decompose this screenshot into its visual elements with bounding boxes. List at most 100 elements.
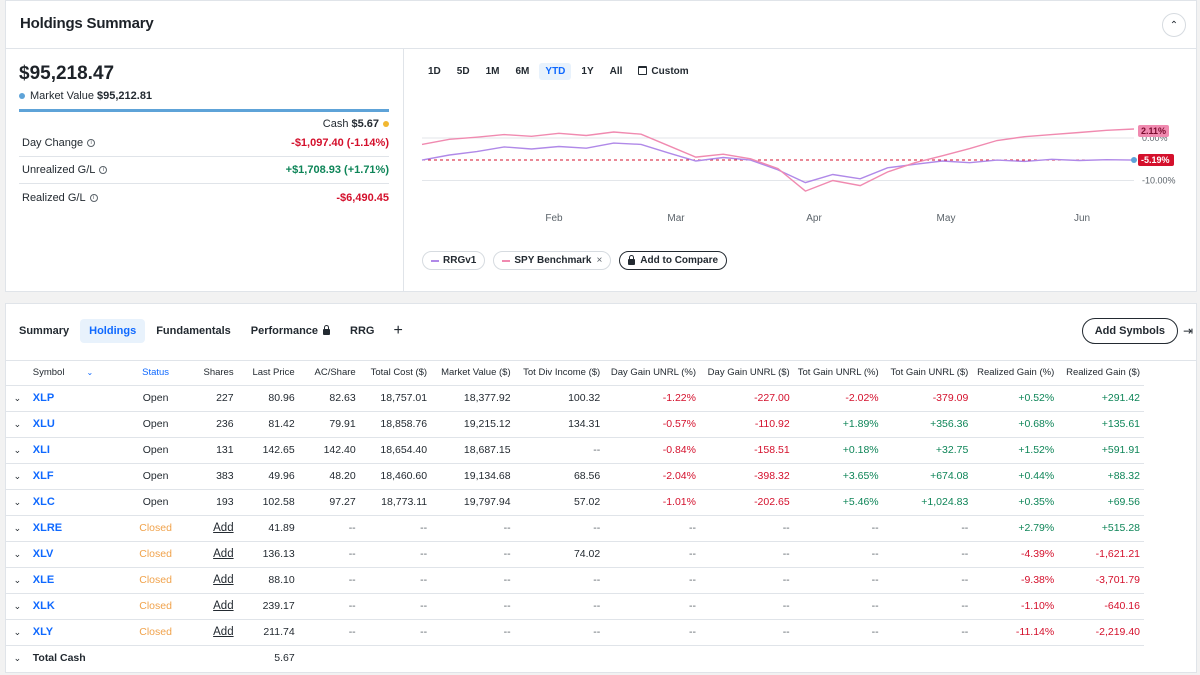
shares-cell: 236 [184,410,238,437]
add-to-compare-button[interactable]: Add to Compare [619,251,728,270]
cell-rgp: +0.52% [972,384,1059,411]
chart-canvas[interactable]: 0.00% -10.00% 2.11% -5.19% Feb Mar Apr May Jun [404,49,1199,249]
info-icon[interactable]: i [99,166,108,175]
cash-dot-icon [383,121,389,127]
total-cash-row[interactable]: ⌄ Total Cash 5.67 [6,644,1144,671]
allocation-bar [19,109,389,112]
col-status[interactable]: Status [142,367,170,379]
col-last-price[interactable]: Last Price [252,367,295,379]
col-symbol[interactable]: Symbol ⌄ [29,361,127,385]
info-icon[interactable]: i [87,139,96,148]
col-realized-usd[interactable]: Realized Gain ($) [1066,367,1140,379]
cell-dgd: -- [700,618,794,645]
tab-holdings[interactable]: Holdings [80,319,146,343]
range-5d[interactable]: 5D [456,66,470,77]
range-selector: 1D 5D 1M 6M YTD 1Y All Custom [422,63,695,80]
col-total-cost[interactable]: Total Cost ($) [370,367,428,379]
table-row[interactable]: ⌄ XLRE Closed Add 41.89 -- -- -- -- -- -- -- -- +2.79… [6,514,1144,541]
legend-rrg-chip[interactable]: RRGv1 [422,251,486,270]
add-shares-link[interactable]: Add [213,548,234,560]
shares-cell: 193 [184,488,238,515]
symbol-link[interactable]: XLY [28,618,127,645]
realized-gl-value: -$6,490.45 [336,191,389,204]
symbol-link[interactable]: XLI [28,436,127,463]
col-tot-gain-usd[interactable]: Tot Gain UNRL ($) [890,367,969,379]
cell-mv: 18,687.15 [431,436,515,463]
cell-ac: -- [298,592,360,619]
tab-rrg[interactable]: RRG [350,325,375,337]
range-6m[interactable]: 6M [515,66,530,77]
table-header-row: Symbol ⌄ Status Shares Last Price AC/Shar… [6,361,1144,385]
status-cell: Closed [126,540,185,567]
row-expand-chevron-icon[interactable]: ⌄ [6,514,29,541]
row-expand-chevron-icon[interactable]: ⌄ [6,566,29,593]
row-expand-chevron-icon[interactable]: ⌄ [6,618,29,645]
range-1m[interactable]: 1M [485,66,500,77]
table-row[interactable]: ⌄ XLK Closed Add 239.17 -- -- -- -- -- -- -- -- -1.10… [6,592,1144,619]
row-expand-chevron-icon[interactable]: ⌄ [6,644,29,671]
range-1d[interactable]: 1D [428,66,441,77]
table-row[interactable]: ⌄ XLY Closed Add 211.74 -- -- -- -- -- -- -- -- -11.1… [6,618,1144,645]
symbol-link[interactable]: XLF [28,462,127,489]
symbol-link[interactable]: XLRE [28,514,127,541]
col-div-income[interactable]: Tot Div Income ($) [523,367,601,379]
row-expand-chevron-icon[interactable]: ⌄ [6,462,29,489]
legend-spy-chip[interactable]: SPY Benchmark × [493,251,612,270]
range-all[interactable]: All [609,66,623,77]
symbol-link[interactable]: XLE [28,566,127,593]
info-icon[interactable]: i [89,193,98,202]
table-row[interactable]: ⌄ XLU Open 236 81.42 79.91 18,858.76 19,215.12 1… [6,410,1144,437]
row-expand-chevron-icon[interactable]: ⌄ [6,592,29,619]
row-expand-chevron-icon[interactable]: ⌄ [6,436,29,463]
range-custom[interactable]: Custom [632,63,694,80]
symbol-link[interactable]: XLC [28,488,127,515]
cell-last: 102.58 [237,488,299,515]
range-ytd[interactable]: YTD [539,63,572,80]
series-line-rrgv1 [421,142,1135,184]
collapse-button[interactable]: ⌃ [1162,13,1186,37]
cell-tgd: -- [882,618,973,645]
card-header: Holdings Summary ⌃ [6,1,1196,49]
col-market-value[interactable]: Market Value ($) [441,367,511,379]
table-row[interactable]: ⌄ XLI Open 131 142.65 142.40 18,654.40 18,687.1… [6,436,1144,463]
col-ac-share[interactable]: AC/Share [314,367,356,379]
table-row[interactable]: ⌄ XLP Open 227 80.96 82.63 18,757.01 18,377.92 1… [6,384,1144,411]
add-view-button[interactable]: + [393,322,403,339]
table-row[interactable]: ⌄ XLF Open 383 49.96 48.20 18,460.60 19,134.68 6… [6,462,1144,489]
sort-chevron-icon[interactable]: ⌄ [86,368,94,378]
compress-columns-icon[interactable]: ⇥ [1182,324,1193,338]
row-label: Realized G/L [22,191,86,204]
col-shares[interactable]: Shares [203,367,234,379]
cell-dgd: -227.00 [700,384,794,411]
add-shares-link[interactable]: Add [213,600,234,612]
remove-spy-icon[interactable]: × [596,255,603,266]
add-symbols-button[interactable]: Add Symbols [1081,318,1178,344]
symbol-link[interactable]: XLV [28,540,127,567]
table-row[interactable]: ⌄ XLC Open 193 102.58 97.27 18,773.11 19,797.94… [6,488,1144,515]
table-row[interactable]: ⌄ XLV Closed Add 136.13 -- -- -- 74.02 -- -- -- -- -4… [6,540,1144,567]
range-1y[interactable]: 1Y [581,66,594,77]
end-label-rrgv1-bg [1138,154,1174,167]
tab-performance[interactable]: Performance [242,319,339,343]
add-shares-link[interactable]: Add [213,574,234,586]
tab-fundamentals[interactable]: Fundamentals [156,325,231,337]
symbol-link[interactable]: XLK [28,592,127,619]
row-expand-chevron-icon[interactable]: ⌄ [6,410,29,437]
cell-tgd: -379.09 [882,384,973,411]
cell-cost: 18,773.11 [359,488,432,515]
col-day-gain-pct[interactable]: Day Gain UNRL (%) [610,367,696,379]
col-tot-gain-pct[interactable]: Tot Gain UNRL (%) [797,367,879,379]
col-realized-pct[interactable]: Realized Gain (%) [977,367,1055,379]
market-value-dot-icon [19,93,25,99]
row-expand-chevron-icon[interactable]: ⌄ [6,384,29,411]
table-row[interactable]: ⌄ XLE Closed Add 88.10 -- -- -- -- -- -- -- -- -9.38%… [6,566,1144,593]
add-shares-link[interactable]: Add [213,626,234,638]
status-cell: Closed [126,566,185,593]
symbol-link[interactable]: XLP [28,384,127,411]
col-day-gain-usd[interactable]: Day Gain UNRL ($) [707,367,790,379]
symbol-link[interactable]: XLU [28,410,127,437]
row-expand-chevron-icon[interactable]: ⌄ [6,488,29,515]
row-expand-chevron-icon[interactable]: ⌄ [6,540,29,567]
tab-summary[interactable]: Summary [19,325,70,337]
add-shares-link[interactable]: Add [213,522,234,534]
